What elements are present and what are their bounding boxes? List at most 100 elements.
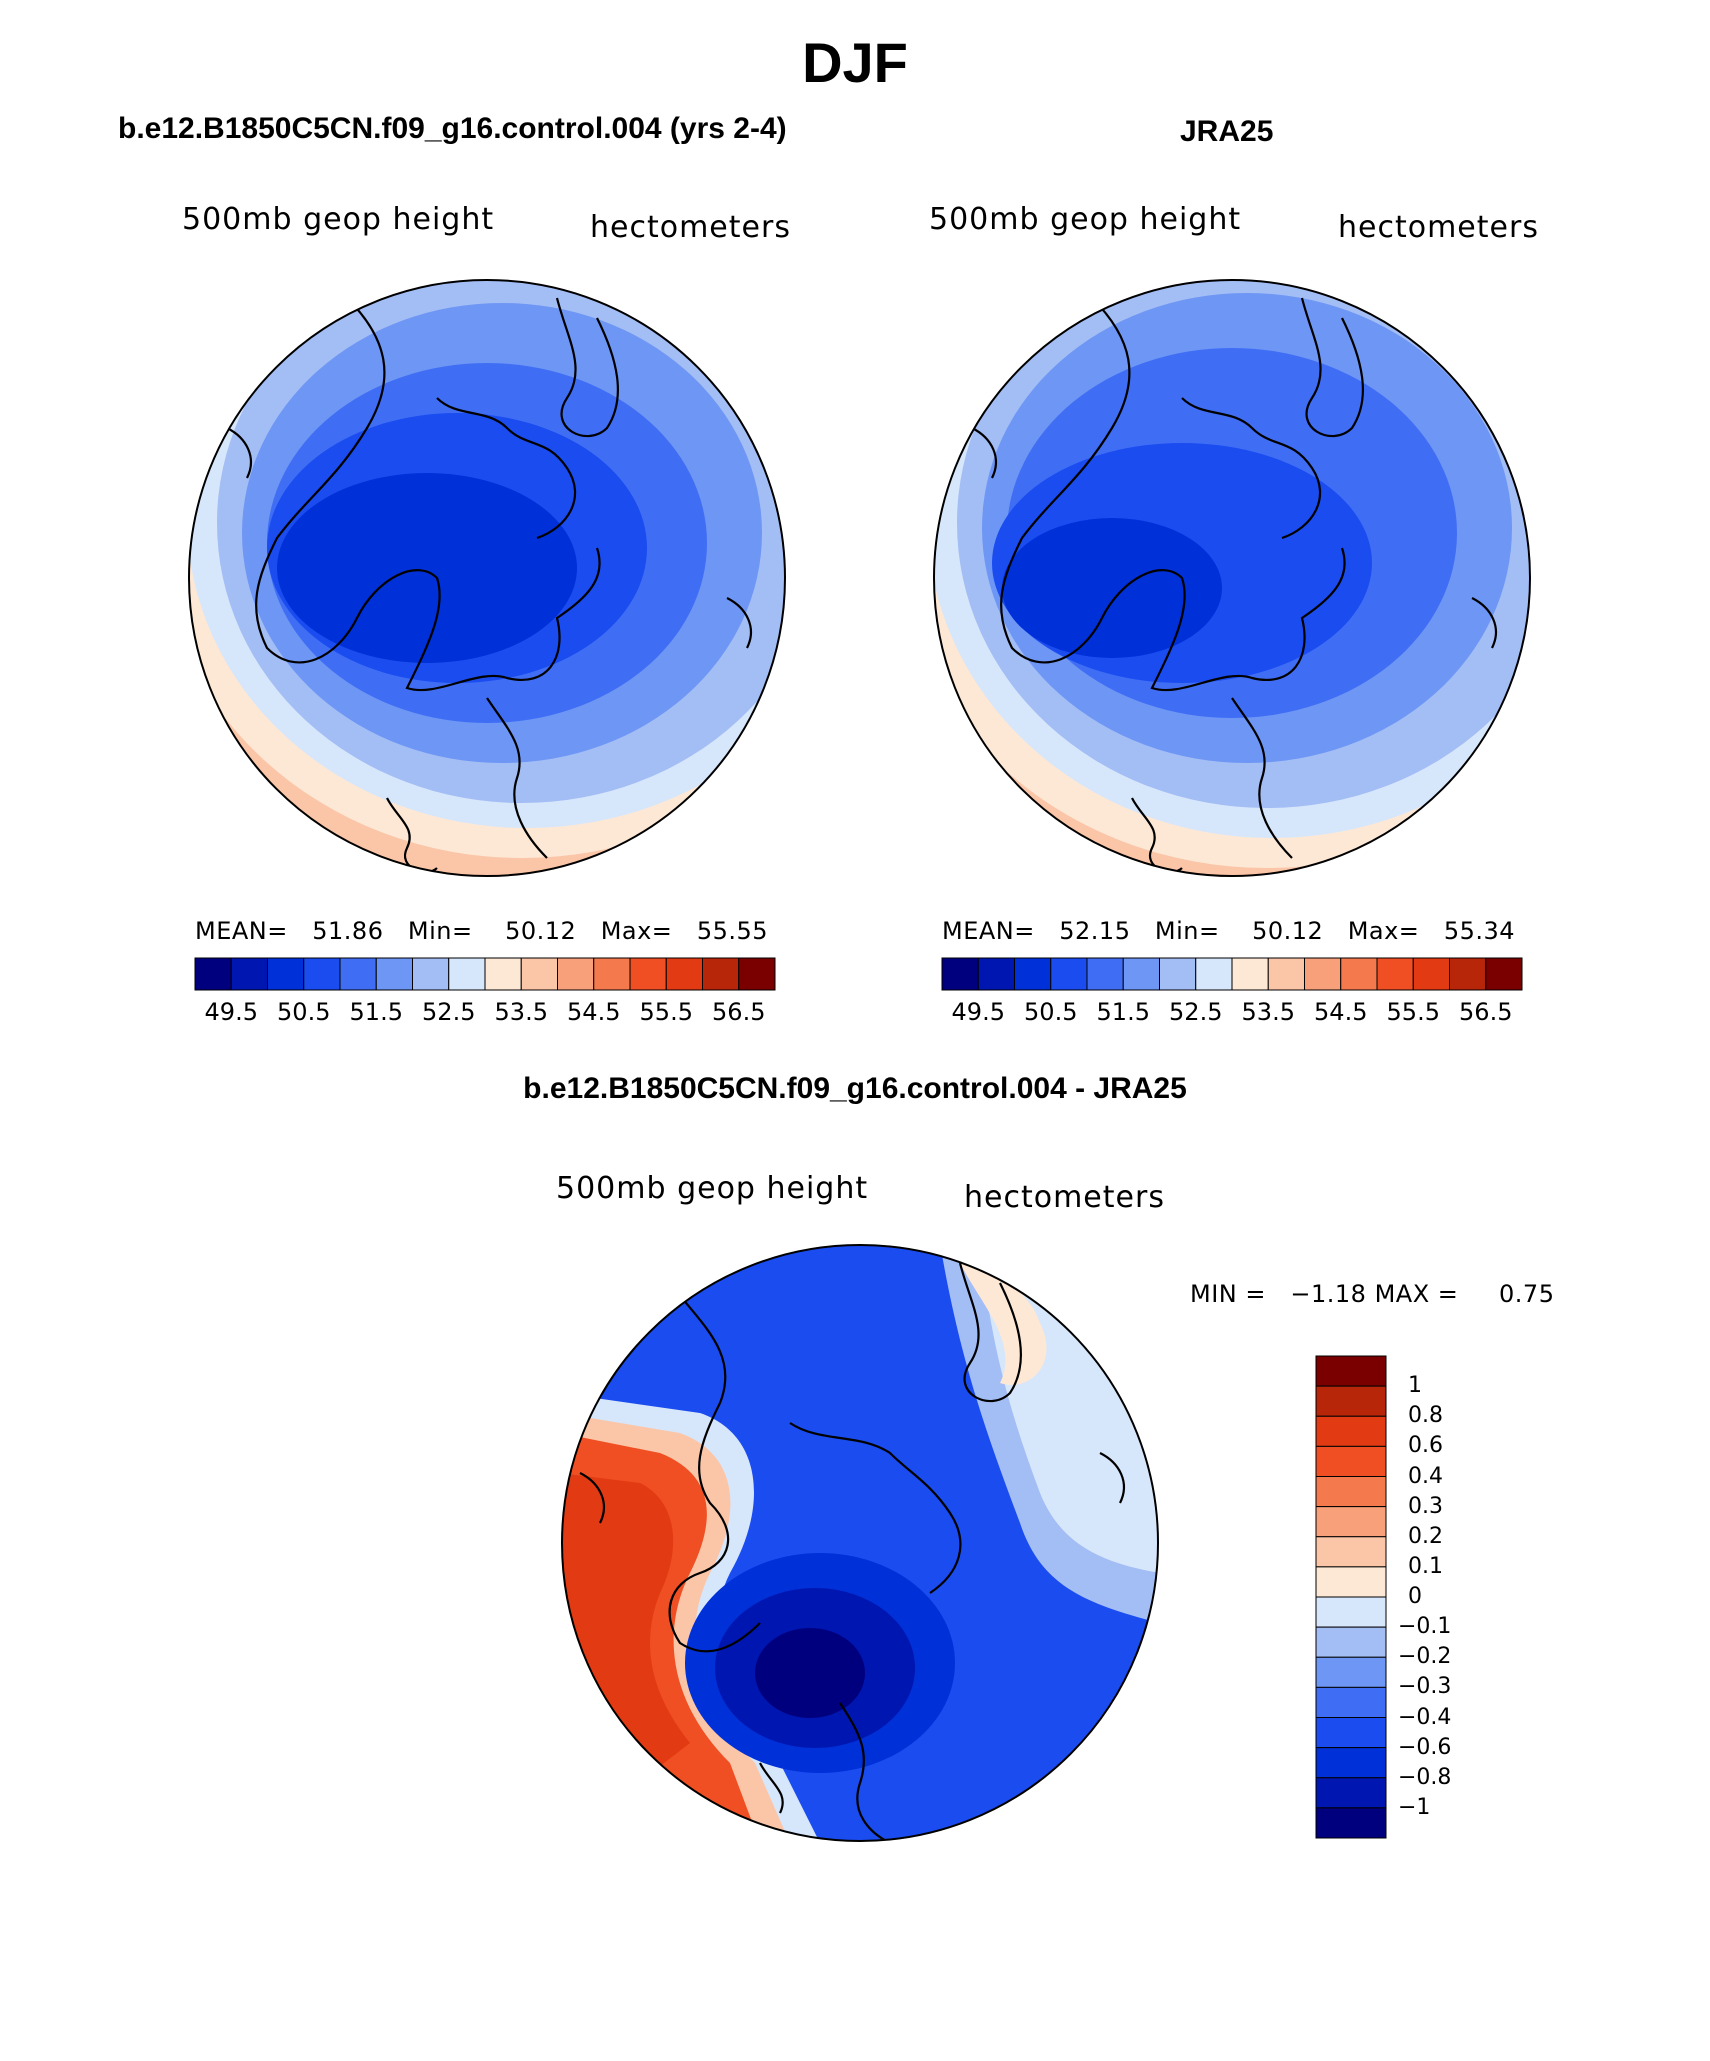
diff-colorbar-tick-label: −1	[1398, 1794, 1431, 1820]
diff-colorbar-swatch	[1315, 1476, 1387, 1508]
diff-colorbar-swatch	[1315, 1807, 1387, 1839]
obs-colorbar-tick-label: 49.5	[951, 998, 1005, 1026]
diff-min-label: MIN =	[1190, 1280, 1266, 1308]
diff-colorbar-tick-label: 0	[1408, 1584, 1422, 1609]
model-panel-title: b.e12.B1850C5CN.f09_g16.control.004 (yrs…	[118, 112, 787, 145]
model-colorbar-tick-label: 49.5	[204, 998, 258, 1026]
model-colorbar-swatch	[665, 957, 703, 991]
diff-max-label: MAX =	[1374, 1280, 1459, 1308]
model-colorbar-swatch	[520, 957, 558, 991]
model-max-label: Max=	[600, 917, 673, 945]
obs-colorbar-tick-label: 55.5	[1386, 998, 1440, 1026]
obs-colorbar-swatch	[1485, 957, 1523, 991]
model-stats: MEAN= 51.86 Min= 50.12 Max= 55.55	[195, 917, 768, 945]
model-colorbar-swatch	[412, 957, 450, 991]
obs-colorbar-swatch	[1267, 957, 1305, 991]
diff-colorbar-swatch	[1315, 1747, 1387, 1779]
diff-colorbar-labels: 1 0.8 0.6 0.4 0.3 0.2 0.1 0 −0.1 −0.2 −0.3 −0.4 −0.6…	[1398, 1356, 1518, 1838]
obs-colorbar-swatch	[1376, 957, 1414, 991]
model-colorbar-tick-label: 50.5	[277, 998, 331, 1026]
figure-title: DJF	[802, 31, 908, 94]
obs-colorbar-tick-label: 50.5	[1024, 998, 1078, 1026]
model-units-label: hectometers	[590, 210, 791, 245]
model-mean-label: MEAN=	[195, 917, 288, 945]
diff-colorbar-swatch	[1315, 1686, 1387, 1718]
obs-polar-map	[933, 279, 1531, 877]
diff-colorbar-tick-label: 1	[1408, 1373, 1422, 1399]
obs-colorbar-swatch	[977, 957, 1015, 991]
diff-min-value: −1.18	[1290, 1280, 1367, 1308]
model-min-value: 50.12	[505, 917, 577, 945]
diff-colorbar-tick-label: 0.6	[1408, 1433, 1443, 1459]
obs-colorbar-tick-label: 54.5	[1314, 998, 1368, 1026]
model-colorbar-swatch	[484, 957, 522, 991]
diff-units-label: hectometers	[964, 1180, 1165, 1215]
obs-panel-title: JRA25	[1180, 115, 1274, 148]
diff-colorbar-swatch	[1315, 1777, 1387, 1809]
diff-colorbar-swatch	[1315, 1355, 1387, 1387]
obs-colorbar-swatch	[941, 957, 979, 991]
model-colorbar-swatch	[557, 957, 595, 991]
diff-colorbar-swatch	[1315, 1717, 1387, 1749]
obs-max-label: Max=	[1347, 917, 1420, 945]
obs-colorbar-tick-label: 53.5	[1241, 998, 1295, 1026]
obs-colorbar-swatch	[1014, 957, 1052, 991]
model-max-value: 55.55	[696, 917, 769, 945]
obs-max-value: 55.34	[1443, 917, 1516, 945]
obs-colorbar-swatch	[1449, 957, 1487, 991]
diff-colorbar-tick-label: −0.6	[1398, 1734, 1452, 1760]
obs-field-label: 500mb geop height	[929, 202, 1242, 237]
model-colorbar-swatch	[738, 957, 776, 991]
diff-stats: MIN = −1.18 MAX = 0.75	[1190, 1280, 1554, 1308]
obs-colorbar-swatch	[1412, 957, 1450, 991]
model-colorbar-tick-label: 52.5	[422, 998, 476, 1026]
diff-colorbar-tick-label: 0.3	[1408, 1493, 1443, 1519]
model-colorbar-swatch	[593, 957, 631, 991]
obs-min-value: 50.12	[1252, 917, 1324, 945]
diff-colorbar-tick-label: −0.1	[1398, 1614, 1452, 1640]
obs-colorbar-swatch	[1231, 957, 1269, 991]
diff-colorbar-tick-label: 0.1	[1408, 1553, 1443, 1579]
obs-colorbar-swatch	[1304, 957, 1342, 991]
model-colorbar	[194, 957, 776, 991]
model-colorbar-tick-label: 53.5	[494, 998, 548, 1026]
obs-min-label: Min=	[1154, 917, 1220, 945]
model-colorbar-swatch	[702, 957, 740, 991]
obs-colorbar-swatch	[1086, 957, 1124, 991]
diff-max-value: 0.75	[1499, 1280, 1555, 1308]
diff-colorbar	[1315, 1355, 1387, 1839]
model-colorbar-tick-label: 55.5	[639, 998, 693, 1026]
model-colorbar-swatch	[448, 957, 486, 991]
model-min-label: Min=	[407, 917, 473, 945]
diff-colorbar-tick-label: −0.4	[1398, 1704, 1452, 1730]
obs-colorbar-tick-label: 51.5	[1096, 998, 1150, 1026]
diff-colorbar-swatch	[1315, 1656, 1387, 1688]
diff-colorbar-tick-label: −0.2	[1398, 1644, 1452, 1670]
model-colorbar-tick-label: 54.5	[567, 998, 621, 1026]
model-field-label: 500mb geop height	[182, 202, 495, 237]
obs-colorbar-labels: 49.5 50.5 51.5 52.5 53.5 54.5 55.5 56.5	[942, 998, 1522, 1028]
diff-colorbar-swatch	[1315, 1385, 1387, 1417]
model-polar-map	[188, 279, 786, 877]
model-colorbar-swatch	[230, 957, 268, 991]
obs-units-label: hectometers	[1338, 210, 1539, 245]
model-colorbar-labels: 49.5 50.5 51.5 52.5 53.5 54.5 55.5 56.5	[195, 998, 775, 1028]
diff-colorbar-tick-label: 0.8	[1408, 1403, 1443, 1429]
model-colorbar-swatch	[629, 957, 667, 991]
obs-colorbar-tick-label: 52.5	[1169, 998, 1223, 1026]
obs-mean-value: 52.15	[1059, 917, 1131, 945]
obs-colorbar-swatch	[1050, 957, 1088, 991]
diff-colorbar-swatch	[1315, 1566, 1387, 1598]
diff-field-label: 500mb geop height	[556, 1171, 869, 1206]
model-colorbar-swatch	[339, 957, 377, 991]
model-colorbar-tick-label: 56.5	[712, 998, 766, 1026]
model-colorbar-swatch	[303, 957, 341, 991]
diff-colorbar-swatch	[1315, 1596, 1387, 1628]
obs-colorbar-swatch	[1340, 957, 1378, 991]
model-mean-value: 51.86	[312, 917, 384, 945]
diff-colorbar-tick-label: 0.4	[1408, 1463, 1443, 1489]
diff-colorbar-swatch	[1315, 1415, 1387, 1447]
diff-panel-title: b.e12.B1850C5CN.f09_g16.control.004 - JR…	[523, 1072, 1187, 1105]
model-colorbar-tick-label: 51.5	[349, 998, 403, 1026]
obs-colorbar-tick-label: 56.5	[1459, 998, 1513, 1026]
